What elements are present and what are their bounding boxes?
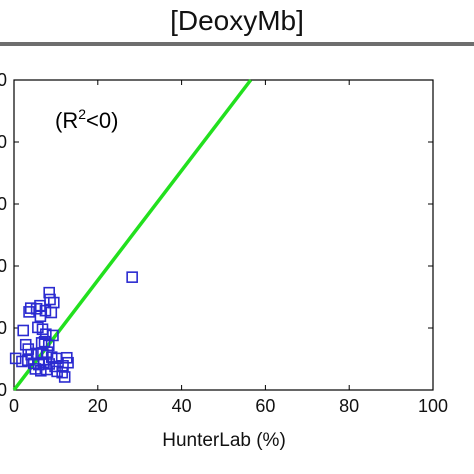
header-divider (0, 42, 474, 46)
data-point (22, 354, 34, 367)
figure-title: [DeoxyMb] (170, 5, 304, 36)
x-tick-label: 80 (339, 396, 359, 416)
data-point (16, 355, 28, 368)
fit-line (12, 78, 253, 392)
x-axis-ticks: 0 20 40 60 80 100 (9, 80, 448, 416)
annotation-superscript: 2 (78, 106, 86, 122)
data-point (23, 306, 35, 318)
figure-header: [DeoxyMb] (0, 0, 474, 42)
data-points (9, 271, 138, 383)
data-point (34, 310, 47, 323)
x-axis-label: HunterLab (%) (162, 430, 286, 451)
data-point (9, 352, 22, 365)
data-point (126, 271, 138, 283)
x-tick-label: 40 (172, 396, 192, 416)
fit-line-group (12, 78, 253, 392)
annotation-prefix: (R (55, 108, 78, 133)
x-tick-label: 0 (9, 396, 19, 416)
data-point (35, 364, 47, 377)
y-tick-label: 0 (0, 256, 7, 276)
data-point (30, 302, 43, 315)
x-tick-label: 100 (418, 396, 448, 416)
y-tick-label: 0 (0, 318, 7, 338)
y-tick-label: 0 (0, 380, 7, 400)
y-tick-label: 0 (0, 70, 7, 90)
data-point (44, 293, 56, 306)
data-point (58, 371, 71, 383)
data-point (17, 324, 30, 337)
y-tick-label: 0 (0, 132, 7, 152)
r-squared-annotation: (R2<0) (55, 106, 118, 133)
plot-frame (13, 79, 434, 391)
data-point (45, 306, 58, 319)
data-point (40, 328, 52, 341)
x-tick-label: 20 (88, 396, 108, 416)
x-tick-label: 60 (255, 396, 275, 416)
y-tick-label: 0 (0, 194, 7, 214)
annotation-suffix: <0) (86, 108, 118, 133)
data-point (62, 356, 74, 369)
data-point (42, 339, 55, 352)
y-axis-ticks: 0 0 0 0 0 0 (0, 70, 433, 400)
data-point (37, 356, 50, 369)
